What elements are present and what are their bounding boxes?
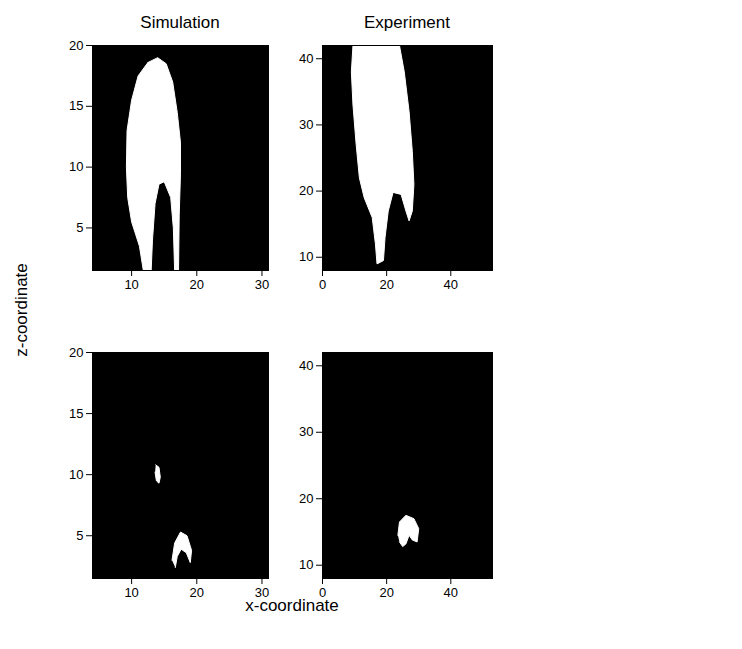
svg-text:10: 10 (299, 249, 313, 264)
svg-text:0: 0 (318, 584, 327, 600)
svg-text:20: 20 (299, 491, 313, 506)
svg-text:40: 40 (299, 51, 313, 66)
svg-text:10: 10 (69, 467, 83, 482)
svg-text:20: 20 (69, 346, 83, 360)
svg-text:15: 15 (69, 98, 83, 113)
svg-text:10: 10 (124, 585, 138, 600)
html-text:Simulation: Simulation (140, 13, 220, 32)
svg-text:15: 15 (69, 406, 83, 421)
svg-text:10: 10 (69, 159, 83, 174)
svg-text:20: 20 (190, 585, 204, 600)
svg-text:40: 40 (444, 585, 458, 600)
html-text:Experiment: Experiment (364, 13, 450, 32)
svg-text:20: 20 (379, 277, 393, 292)
svg-text:20: 20 (69, 39, 83, 53)
svg-text:30: 30 (299, 117, 313, 132)
svg-text:30: 30 (299, 424, 313, 439)
svg-text:5: 5 (76, 220, 83, 235)
svg-text:5: 5 (76, 528, 83, 543)
svg-text:10: 10 (299, 557, 313, 572)
html-text:z-coordinate: z-coordinate (12, 263, 31, 357)
svg-text:20: 20 (190, 277, 204, 292)
svg-text:20: 20 (379, 585, 393, 600)
svg-text:30: 30 (255, 277, 269, 292)
svg-text:10: 10 (124, 277, 138, 292)
svg-text:40: 40 (444, 277, 458, 292)
svg-text:20: 20 (299, 183, 313, 198)
html-text:x-coordinate: x-coordinate (245, 596, 339, 615)
svg-text:0: 0 (319, 277, 326, 292)
svg-text:40: 40 (299, 358, 313, 373)
svg-text:30: 30 (254, 584, 270, 600)
